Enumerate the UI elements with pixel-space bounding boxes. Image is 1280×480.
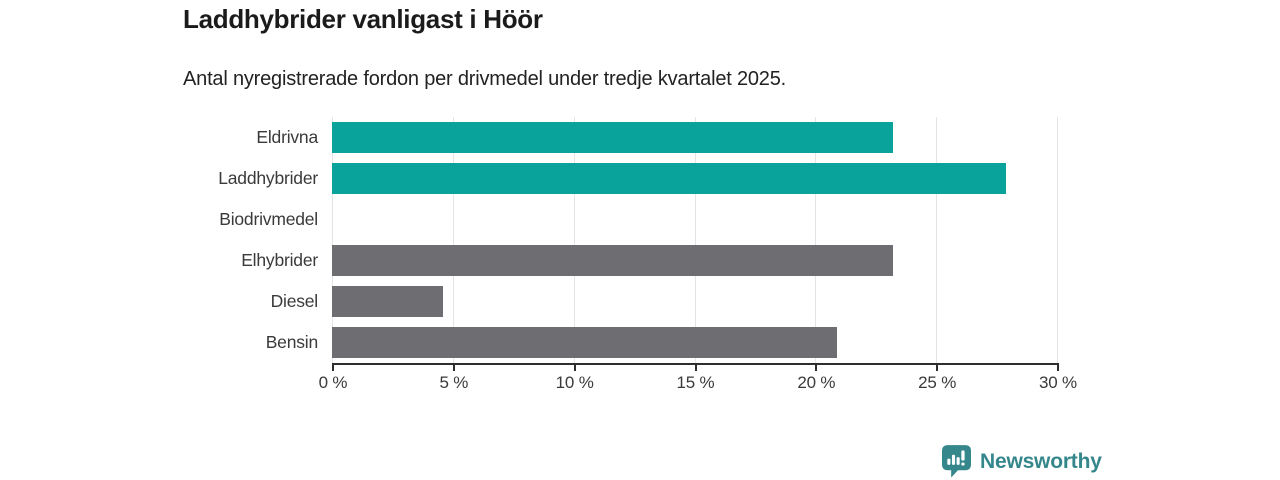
brand-name: Newsworthy (980, 449, 1102, 473)
x-tick-label: 10 % (555, 373, 594, 392)
x-tick-mark (1057, 365, 1059, 371)
gridline (1057, 117, 1058, 363)
gridline (452, 117, 454, 363)
bar-elhybrider (332, 245, 893, 276)
gridline (573, 117, 575, 363)
x-tick-mark (452, 365, 455, 371)
x-tick-label: 25 % (918, 373, 957, 392)
x-tick-label: 0 % (318, 373, 348, 392)
bar-row (332, 322, 1057, 363)
gridline (694, 117, 696, 363)
bar-row (332, 117, 1057, 158)
bar-laddhybrider (332, 163, 1007, 194)
y-label-laddhybrider: Laddhybrider (218, 168, 318, 188)
y-label-biodrivmedel: Biodrivmedel (219, 209, 318, 229)
bar-diesel (332, 286, 444, 317)
bar-row (332, 240, 1057, 281)
x-tick-mark (573, 365, 576, 371)
y-label-diesel: Diesel (270, 291, 319, 311)
x-tick-label: 30 % (1039, 373, 1077, 392)
bar-eldrivna (332, 122, 893, 153)
x-tick-mark (332, 365, 334, 371)
bar-row (332, 199, 1057, 240)
plot-area (332, 117, 1058, 363)
bar-chart-bubble-icon (942, 445, 971, 478)
gridline (936, 117, 938, 363)
x-tick-label: 20 % (797, 373, 836, 392)
y-label-eldrivna: Eldrivna (256, 127, 318, 147)
x-axis-line (332, 363, 1059, 365)
bar-bensin (332, 327, 838, 358)
gridline (815, 117, 817, 363)
x-tick-mark (815, 365, 818, 371)
y-label-elhybrider: Elhybrider (241, 250, 318, 270)
y-label-bensin: Bensin (265, 332, 319, 352)
x-tick-mark (936, 365, 939, 371)
bar-row (332, 281, 1057, 322)
gridline (332, 117, 333, 363)
x-tick-label: 5 % (439, 373, 469, 392)
chart-subtitle: Antal nyregistrerade fordon per drivmede… (183, 68, 787, 90)
y-axis-labels: Eldrivna Laddhybrider Biodrivmedel Elhybrid… (0, 117, 318, 363)
x-tick-mark (694, 365, 697, 371)
newsworthy-logo[interactable]: Newsworthy (942, 445, 1102, 478)
chart-title: Laddhybrider vanligast i Höör (183, 4, 543, 34)
bar-row (332, 158, 1057, 199)
x-tick-label: 15 % (676, 373, 715, 392)
